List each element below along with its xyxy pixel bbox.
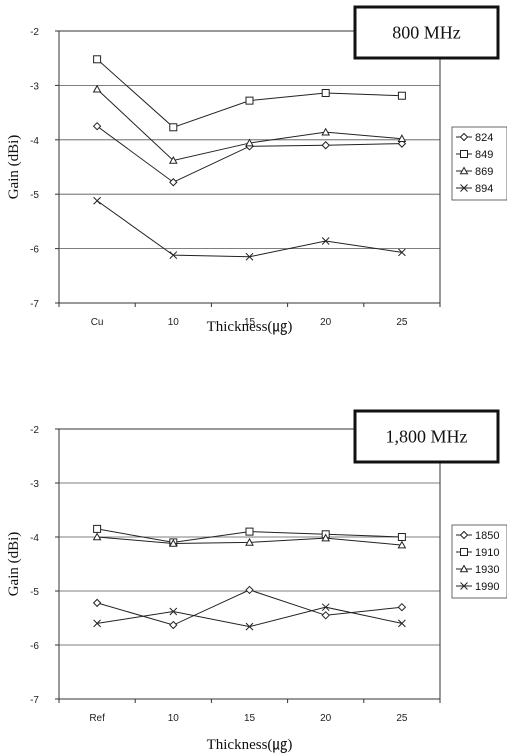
y-tick-label: -5: [30, 190, 39, 201]
point-824-1: [169, 178, 178, 187]
plot-area: [58, 30, 441, 304]
point-1930-2: [245, 537, 254, 546]
series-849: [93, 55, 406, 132]
legend-label-894: 894: [475, 183, 493, 195]
point-1990-3: [321, 603, 330, 612]
plot-area: [58, 428, 441, 700]
point-869-0: [92, 84, 102, 93]
legend-marker-1910: [460, 548, 468, 556]
legend-label-1930: 1930: [475, 564, 499, 576]
legend-label-824: 824: [475, 132, 493, 144]
point-824-3: [321, 141, 330, 150]
point-824-0: [92, 121, 102, 131]
legend: 824 849 869 894: [451, 126, 507, 201]
legend-label-1850: 1850: [475, 530, 499, 542]
legend-label-1990: 1990: [475, 581, 499, 593]
point-869-3: [321, 127, 331, 136]
x-axis-title: Thickness(㎍): [207, 319, 293, 335]
point-894-2: [245, 252, 254, 261]
point-1850-2: [245, 585, 254, 595]
y-tick-label: -5: [30, 587, 39, 598]
chart-1: -2 -3 -4 -5 -6 -7 Cu 10 15 20 25 Thickness(㎍) Gain (…: [6, 5, 507, 335]
point-1910-0: [93, 524, 102, 533]
point-869-4: [397, 134, 407, 143]
chart-title: 1,800 MHz: [386, 427, 468, 447]
y-tick-label: -2: [30, 27, 39, 38]
series-869: [92, 84, 407, 164]
x-tick-label: 10: [168, 713, 180, 724]
point-1930-3: [321, 533, 331, 542]
y-tick-label: -4: [30, 533, 39, 544]
legend-marker-1850: [459, 530, 469, 540]
point-894-0: [93, 196, 101, 205]
y-tick-label: -6: [30, 641, 39, 652]
series-894: [93, 196, 406, 261]
x-tick-label: 20: [320, 713, 332, 724]
chart-title: 800 MHz: [392, 23, 461, 43]
point-1910-4: [397, 533, 406, 541]
point-1850-0: [92, 598, 102, 608]
point-1930-0: [92, 532, 102, 541]
point-1850-1: [169, 620, 178, 630]
point-869-1: [168, 155, 178, 164]
point-849-0: [93, 55, 102, 64]
x-axis-title: Thickness(㎍): [207, 737, 293, 753]
y-tick-label: -3: [30, 479, 39, 490]
legend-marker-824: [459, 132, 469, 142]
point-1910-2: [245, 527, 254, 536]
y-tick-label: -3: [30, 81, 39, 92]
x-tick-label: 15: [244, 317, 256, 328]
point-1990-1: [169, 607, 178, 616]
x-tick-label: Ref: [89, 713, 105, 724]
x-tick-label: 25: [396, 713, 408, 724]
point-869-2: [245, 138, 254, 147]
legend-marker-1990: [460, 582, 468, 590]
point-849-4: [397, 91, 406, 100]
point-894-1: [169, 251, 178, 259]
legend-label-869: 869: [475, 166, 493, 178]
x-tick-label: Cu: [91, 317, 104, 328]
legend-label-849: 849: [475, 149, 493, 161]
point-1930-4: [397, 540, 407, 549]
y-tick-label: -2: [30, 425, 39, 436]
y-axis-title: Gain (dBi): [6, 532, 22, 597]
y-tick-label: -6: [30, 245, 39, 256]
legend-marker-869: [459, 166, 469, 175]
series-1990: [93, 603, 406, 631]
point-1930-1: [168, 538, 178, 547]
point-894-3: [321, 237, 330, 245]
point-1850-4: [397, 602, 407, 612]
frequency-label-box: [353, 5, 500, 60]
legend-marker-849: [460, 150, 468, 158]
legend-marker-894: [460, 184, 468, 192]
point-849-3: [321, 89, 330, 98]
y-tick-label: -7: [30, 299, 39, 310]
point-894-4: [398, 248, 406, 257]
y-axis-title: Gain (dBi): [6, 135, 22, 200]
x-tick-label: 25: [396, 317, 408, 328]
x-tick-label: 10: [168, 317, 180, 328]
series-1930: [92, 532, 407, 549]
x-tick-label: 15: [244, 713, 256, 724]
point-849-1: [169, 123, 178, 132]
point-1990-2: [245, 622, 254, 631]
y-tick-label: -4: [30, 136, 39, 147]
legend-label-1910: 1910: [475, 547, 499, 559]
chart-2: -2 -3 -4 -5 -6 -7 Ref 10 15 20 25 Thickness(㎍) Gain …: [6, 409, 507, 753]
point-1990-0: [93, 619, 101, 628]
legend-marker-1930: [459, 564, 469, 573]
point-1850-3: [321, 611, 330, 620]
x-tick-label: 20: [320, 317, 332, 328]
point-849-2: [245, 96, 254, 105]
legend: 1850 1910 1930 1990: [451, 524, 507, 599]
y-tick-label: -7: [30, 695, 39, 706]
point-1990-4: [398, 619, 406, 628]
frequency-label-box: [353, 409, 500, 464]
